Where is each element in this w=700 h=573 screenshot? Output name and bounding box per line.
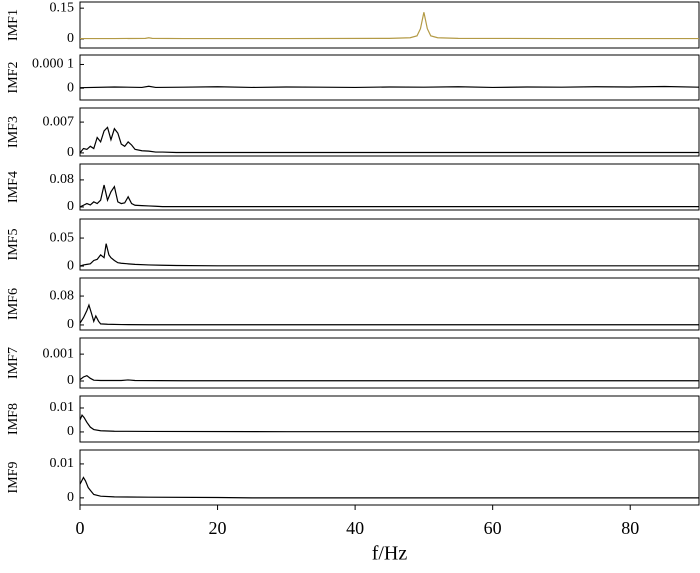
x-tick-label: 0: [76, 518, 85, 538]
panel-frame: [79, 449, 700, 506]
y-axis-label: IMF6: [6, 288, 21, 320]
y-tick-label: 0.15: [50, 0, 75, 15]
y-axis-label: IMF2: [6, 62, 21, 94]
y-tick-label: 0: [67, 373, 74, 388]
panel-frame: [79, 54, 700, 101]
y-axis-label: IMF5: [6, 229, 21, 261]
y-axis-label: IMF4: [6, 171, 21, 203]
spectrum-line: [79, 184, 699, 208]
y-tick-label: 0.08: [50, 288, 75, 303]
y-tick-label: 0: [67, 258, 74, 273]
spectrum-line: [79, 414, 699, 433]
y-tick-label: 0.05: [50, 230, 75, 245]
panel-frame: [79, 337, 700, 389]
y-tick-label: 0: [67, 145, 74, 160]
y-tick-label: 0.01: [50, 456, 75, 471]
y-axis-label: IMF7: [6, 347, 21, 379]
x-axis-label: f/Hz: [372, 543, 408, 565]
y-axis-label: IMF3: [6, 116, 21, 148]
panel-frame: [79, 163, 700, 211]
y-axis-label: IMF8: [6, 403, 21, 435]
y-tick-label: 0.001: [43, 346, 75, 361]
x-tick-label: 40: [346, 518, 364, 538]
y-tick-label: 0.08: [50, 172, 75, 187]
panel-frame: [79, 107, 700, 157]
y-tick-label: 0: [67, 490, 74, 505]
y-axis-label: IMF1: [6, 9, 21, 41]
spectrum-line: [79, 374, 699, 382]
spectrum-line: [79, 476, 699, 499]
panel-frame: [79, 218, 700, 271]
y-tick-label: 0.000 1: [32, 57, 74, 72]
x-tick-label: 20: [209, 518, 227, 538]
y-tick-label: 0.01: [50, 400, 75, 415]
y-tick-label: 0.007: [43, 114, 75, 129]
spectrum-line: [79, 303, 699, 326]
spectrum-line: [79, 243, 699, 267]
y-axis-label: IMF9: [6, 462, 21, 494]
y-tick-label: 0: [67, 80, 74, 95]
y-tick-label: 0: [67, 317, 74, 332]
spectrum-line: [80, 12, 699, 40]
panel-frame: [79, 1, 700, 49]
spectrum-line: [79, 126, 699, 154]
y-tick-label: 0: [67, 424, 74, 439]
spectrum-line: [79, 85, 700, 89]
y-tick-label: 0: [67, 199, 74, 214]
panel-frame: [79, 395, 700, 443]
x-tick-label: 60: [484, 518, 502, 538]
x-tick-label: 80: [621, 518, 639, 538]
panel-frame: [79, 277, 700, 331]
y-tick-label: 0: [67, 31, 74, 46]
